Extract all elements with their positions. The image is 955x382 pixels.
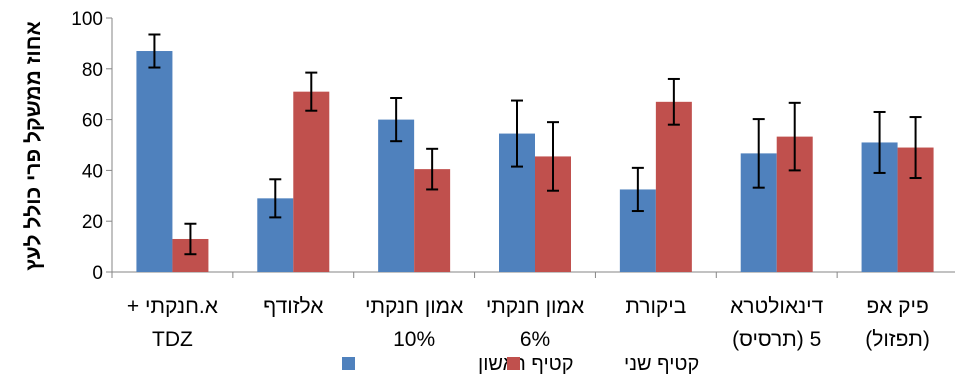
category-label: פיק אפ — [866, 295, 928, 318]
y-axis-label: אחוז ממשקל פרי כולל לעץ — [22, 21, 45, 271]
bar — [378, 119, 415, 272]
y-tick-label: 60 — [82, 111, 103, 132]
legend: קטיף ראשון קטיף שני — [342, 353, 699, 375]
legend-label: קטיף שני — [624, 353, 699, 375]
category-label-line2: 6% — [520, 328, 550, 351]
y-axis-ticks: 0 20 40 60 80 100 — [71, 9, 112, 284]
y-tick-label: 80 — [82, 60, 103, 81]
y-tick-label: 40 — [82, 161, 103, 182]
y-tick-label: 20 — [82, 212, 103, 233]
category-label: אמון חנקתי — [365, 295, 463, 318]
bars — [136, 51, 934, 272]
error-bars — [148, 33, 922, 256]
legend-swatch — [342, 357, 355, 370]
category-label: א.חנקתי + — [127, 295, 218, 318]
category-labels: א.חנקתי + TDZ אלזודף אמון חנקתי 10% אמון חנקת… — [127, 295, 930, 351]
category-label: ביקורת — [625, 295, 686, 318]
category-label-line2: TDZ — [152, 328, 193, 351]
bar — [655, 101, 692, 272]
bar — [293, 91, 330, 272]
legend-label: קטיף ראשון — [478, 353, 574, 375]
bar — [136, 51, 173, 272]
y-tick-label: 0 — [92, 263, 103, 284]
legend-swatch — [507, 357, 520, 370]
category-label-line2: 10% — [393, 328, 435, 351]
category-label: אמון חנקתי — [486, 295, 584, 318]
category-label-line2: (תפזול) — [865, 328, 930, 351]
category-label: אלזודף — [263, 295, 323, 318]
y-tick-label: 100 — [71, 9, 103, 30]
category-label: דינאולטרא — [730, 295, 824, 318]
category-label-line2: 5 (תרסיס) — [732, 328, 821, 351]
